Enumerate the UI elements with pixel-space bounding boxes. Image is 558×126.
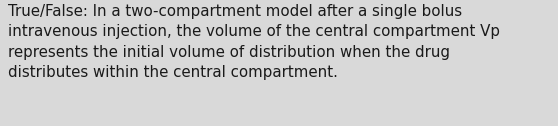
Text: True/False: In a two-compartment model after a single bolus
intravenous injectio: True/False: In a two-compartment model a… xyxy=(8,4,500,80)
